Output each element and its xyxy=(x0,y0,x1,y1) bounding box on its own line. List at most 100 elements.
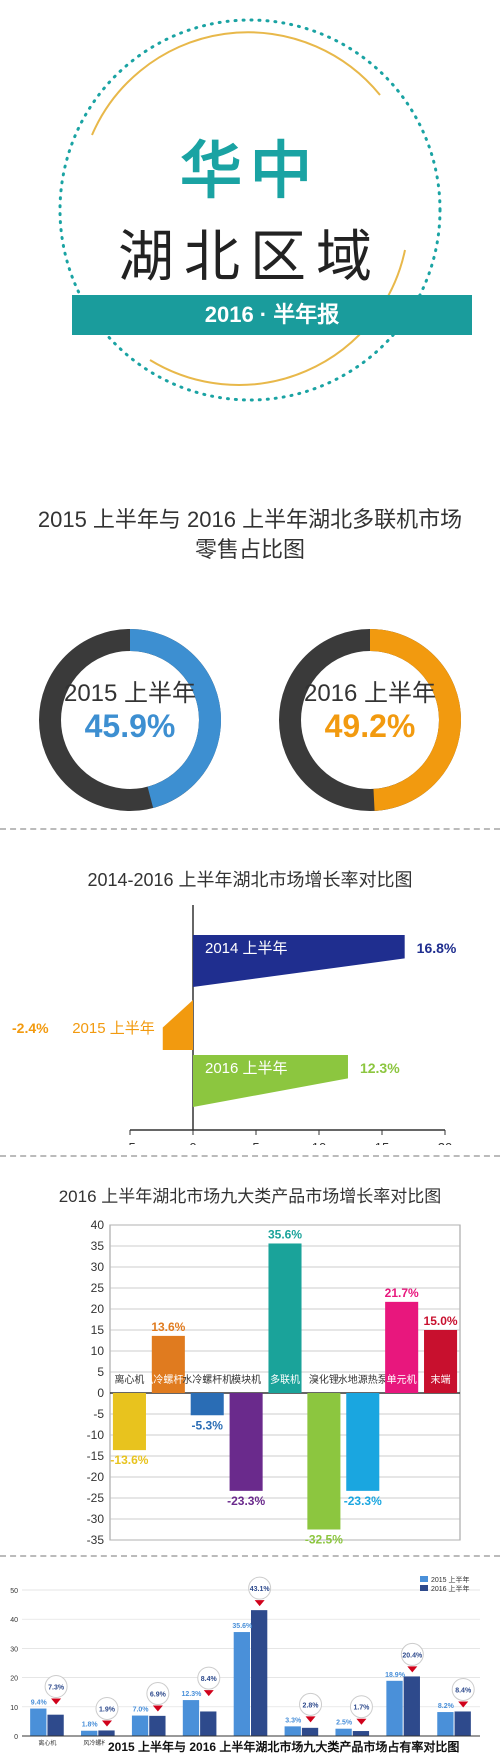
growth-bar-category: 2016 上半年 xyxy=(205,1060,288,1077)
donut-inner-dots xyxy=(64,654,196,786)
donut-2016-year: 2016 上半年 xyxy=(303,680,437,707)
y-tick-label: -20 xyxy=(87,1470,105,1484)
y-tick-label: 40 xyxy=(91,1218,105,1232)
bar-category-label: 溴化锂 xyxy=(309,1373,339,1386)
y-tick-label: 25 xyxy=(91,1281,105,1295)
share-label-2015: 9.4% xyxy=(31,1700,48,1707)
share-callout-bubble xyxy=(44,1675,68,1699)
growth-category-bar-2 xyxy=(190,1393,224,1416)
share-label-2015: 12.3% xyxy=(182,1691,203,1698)
share-label-2015: 18.9% xyxy=(385,1672,406,1679)
donut-2016-label: 2016 上半年 49.2% xyxy=(290,673,450,745)
bar-value-label: -5.3% xyxy=(192,1418,224,1432)
x-tick-label: 15 xyxy=(375,1140,389,1145)
growth-category-bar-8 xyxy=(424,1330,458,1393)
share-callout-bubble xyxy=(299,1692,323,1716)
bar-category-label: 单元机 xyxy=(387,1373,417,1386)
share-label-2016: 20.4% xyxy=(402,1652,423,1659)
bar-value-label: -32.5% xyxy=(305,1533,343,1547)
donut-slice-0 xyxy=(129,629,221,808)
bar-category-label: 离心机 xyxy=(114,1373,144,1386)
share-callout-bubble xyxy=(400,1642,424,1666)
donut-inner-dots xyxy=(304,654,436,786)
bar-category-label: 末端 xyxy=(431,1373,451,1386)
donut-2015-year: 2015 上半年 xyxy=(63,680,197,707)
bar-value-label: 13.6% xyxy=(151,1320,185,1334)
share-callout-arrow xyxy=(407,1666,418,1673)
share-label-2015: 7.0% xyxy=(133,1707,150,1714)
x-tick-label: 10 xyxy=(312,1140,326,1145)
x-tick-label: 0 xyxy=(189,1140,196,1145)
donut-charts xyxy=(39,629,461,811)
bar-value-label: 21.7% xyxy=(385,1286,419,1300)
y-tick-label: 15 xyxy=(91,1323,105,1337)
bar-category-label: 风冷螺杆机 xyxy=(143,1373,193,1386)
share-bar-1-3 xyxy=(200,1711,217,1736)
share-bar-1-7 xyxy=(403,1676,420,1736)
growth-bar-category: 2015 上半年 xyxy=(72,1020,155,1037)
bar-value-label: -13.6% xyxy=(110,1453,148,1467)
growth-category-bar-3 xyxy=(229,1393,263,1491)
share-bar-0-6 xyxy=(335,1728,352,1736)
share-label-2016: 6.9% xyxy=(150,1692,167,1699)
y-tick-label: 35 xyxy=(91,1239,105,1253)
bar-category-label: 水冷螺杆机 xyxy=(182,1373,232,1386)
share-callout-arrow xyxy=(152,1705,163,1712)
section3-title: 2016 上半年湖北市场九大类产品市场增长率对比图 xyxy=(58,1187,442,1206)
bar-category-label: 水地源热泵 xyxy=(338,1373,388,1386)
growth-chart: -5 0 5 10 15 20 2014 上半年 16.8% 2015 上半年 -2.4% 2016… xyxy=(12,905,457,1145)
growth-bar-0 xyxy=(193,935,405,987)
share-bar-0-5 xyxy=(284,1726,301,1736)
share-label-2016: 7.3% xyxy=(48,1685,65,1692)
share-label-2016: 8.4% xyxy=(455,1687,472,1694)
share-bar-0-2 xyxy=(131,1715,149,1736)
share-label-2015: 1.8% xyxy=(82,1722,99,1729)
share-label-2015: 8.2% xyxy=(438,1703,455,1710)
share-bar-0-7 xyxy=(386,1680,403,1736)
share-bar-1-6 xyxy=(352,1731,370,1736)
x-tick-label: 5 xyxy=(252,1140,259,1145)
share-bar-1-8 xyxy=(454,1711,471,1736)
share-callout-arrow xyxy=(203,1690,214,1697)
growth-bar-value: 16.8% xyxy=(417,940,457,956)
section-divider xyxy=(0,1555,500,1557)
share-callout-bubble xyxy=(349,1695,373,1719)
growth-category-bar-0 xyxy=(112,1393,146,1451)
section1-title-line2: 零售占比图 xyxy=(194,537,305,562)
growth-bar-category: 2014 上半年 xyxy=(205,940,288,957)
donut-2015-value: 45.9% xyxy=(84,708,176,744)
legend-label-0: 2015 上半年 xyxy=(431,1575,470,1584)
report-period-banner: 2016 · 半年报 xyxy=(72,295,472,335)
share-category-label: 离心机 xyxy=(38,1739,56,1747)
growth-bar-value: 12.3% xyxy=(360,1060,400,1076)
share-bar-0-3 xyxy=(182,1700,200,1736)
section-divider xyxy=(0,1155,500,1157)
y-tick-label: 5 xyxy=(97,1365,104,1379)
y-tick-label: 0 xyxy=(97,1386,104,1400)
section-divider xyxy=(0,828,500,830)
y-tick-label: -5 xyxy=(93,1407,104,1421)
share-callout-arrow xyxy=(101,1720,112,1727)
header-circle-decoration xyxy=(58,18,442,402)
y-tick-label: 50 xyxy=(10,1588,18,1595)
y-tick-label: -35 xyxy=(87,1533,105,1547)
y-tick-label: -30 xyxy=(87,1512,105,1526)
y-tick-label: -25 xyxy=(87,1491,105,1505)
share-label-2016: 8.4% xyxy=(201,1676,218,1683)
growth-category-bar-7 xyxy=(385,1301,419,1393)
section2-title: 2014-2016 上半年湖北市场增长率对比图 xyxy=(87,870,413,890)
share-bar-1-2 xyxy=(149,1715,166,1736)
growth-bar-2 xyxy=(193,1055,348,1107)
legend-label-1: 2016 上半年 xyxy=(431,1584,470,1593)
share-category-label: 风冷螺杆机 xyxy=(83,1739,113,1747)
y-tick-label: 20 xyxy=(10,1676,18,1683)
bar-value-label: 35.6% xyxy=(268,1227,302,1241)
x-tick-label: -5 xyxy=(124,1140,136,1145)
bar-value-label: -23.3% xyxy=(344,1494,382,1508)
share-callout-arrow xyxy=(356,1718,367,1725)
share-label-2016: 43.1% xyxy=(250,1586,271,1593)
y-tick-label: 10 xyxy=(10,1705,18,1712)
share-callout-bubble xyxy=(95,1696,119,1720)
share-label-2016: 2.8% xyxy=(303,1702,320,1709)
share-label-2015: 2.5% xyxy=(336,1720,353,1727)
